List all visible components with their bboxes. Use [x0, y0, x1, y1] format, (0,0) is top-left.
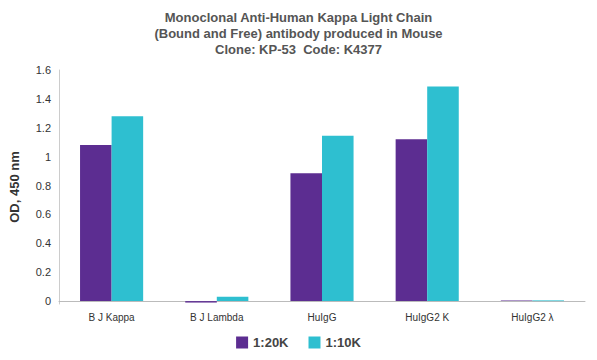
svg-text:1:10K: 1:10K: [326, 335, 362, 350]
svg-text:HuIgG: HuIgG: [308, 312, 337, 323]
svg-text:0.4: 0.4: [36, 237, 51, 249]
svg-text:0.2: 0.2: [36, 266, 51, 278]
svg-text:Clone: KP-53 Code: K4377: Clone: KP-53 Code: K4377: [215, 42, 382, 57]
svg-text:1:20K: 1:20K: [253, 335, 289, 350]
svg-text:B J Kappa: B J Kappa: [89, 312, 136, 323]
svg-text:0.8: 0.8: [36, 180, 51, 192]
svg-text:1.4: 1.4: [36, 93, 51, 105]
svg-text:Monoclonal Anti-Human Kappa Li: Monoclonal Anti-Human Kappa Light Chain: [165, 10, 433, 25]
svg-text:B J Lambda: B J Lambda: [190, 312, 244, 323]
svg-text:1.6: 1.6: [36, 64, 51, 76]
svg-text:HuIgG2 λ: HuIgG2 λ: [511, 312, 553, 323]
svg-text:1.2: 1.2: [36, 122, 51, 134]
svg-text:(Bound and Free) antibody prod: (Bound and Free) antibody produced in Mo…: [154, 26, 442, 41]
svg-text:0: 0: [45, 295, 51, 307]
svg-text:1: 1: [45, 151, 51, 163]
svg-text:OD, 450 nm: OD, 450 nm: [7, 151, 22, 223]
svg-text:0.6: 0.6: [36, 208, 51, 220]
svg-text:HuIgG2 K: HuIgG2 K: [405, 312, 449, 323]
